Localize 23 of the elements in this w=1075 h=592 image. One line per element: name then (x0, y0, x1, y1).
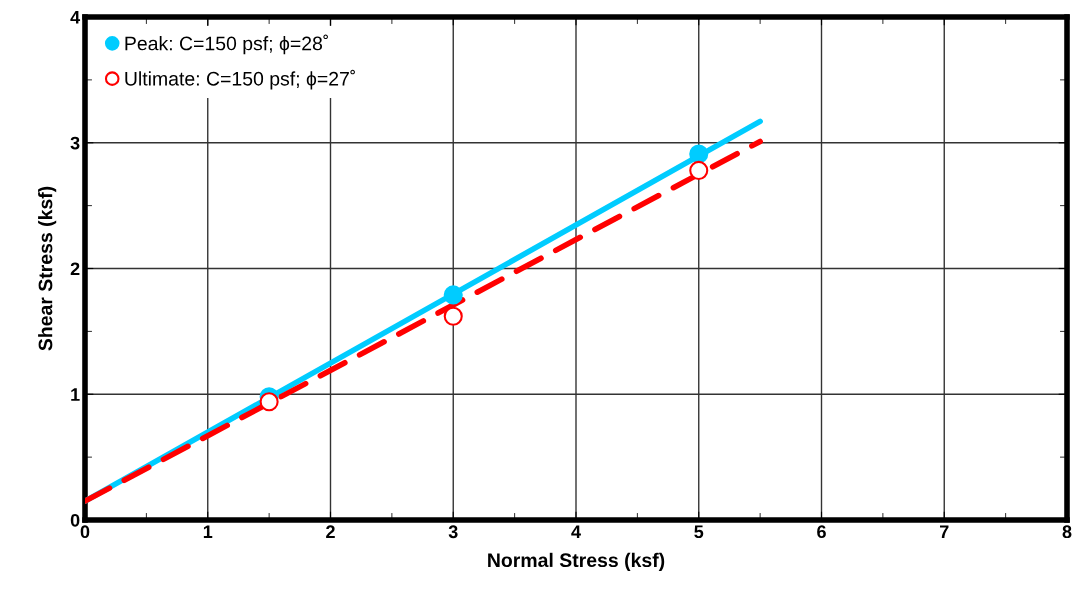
x-axis-title: Normal Stress (ksf) (488, 552, 665, 571)
x-tick-label: 8 (1062, 525, 1072, 539)
x-tick-label: 7 (940, 525, 949, 538)
point (259, 392, 279, 412)
point (443, 285, 463, 305)
legend-label: Peak: C=150 psf; ϕ=28˚ (125, 34, 328, 55)
y-tick-label: 2 (70, 262, 80, 276)
x-tick-label: 0 (80, 525, 90, 539)
x-tick-label: 3 (448, 525, 458, 539)
x-tick-label: 6 (817, 525, 826, 539)
y-tick-label: 1 (71, 388, 80, 401)
x-tick-label: 2 (326, 525, 335, 538)
x-tick-label: 5 (694, 525, 704, 539)
y-tick-label: 0 (70, 513, 80, 527)
y-tick-label: 4 (70, 11, 81, 24)
point (689, 144, 709, 164)
legend-label: Ultimate: C=150 psf; ϕ=27˚ (125, 69, 355, 90)
point (689, 160, 709, 180)
x-tick-label: 1 (203, 525, 213, 538)
y-tick-label: 3 (70, 136, 80, 150)
y-axis-title: Shear Stress (ksf) (38, 186, 57, 351)
point (443, 306, 463, 326)
x-tick-label: 4 (571, 525, 581, 538)
